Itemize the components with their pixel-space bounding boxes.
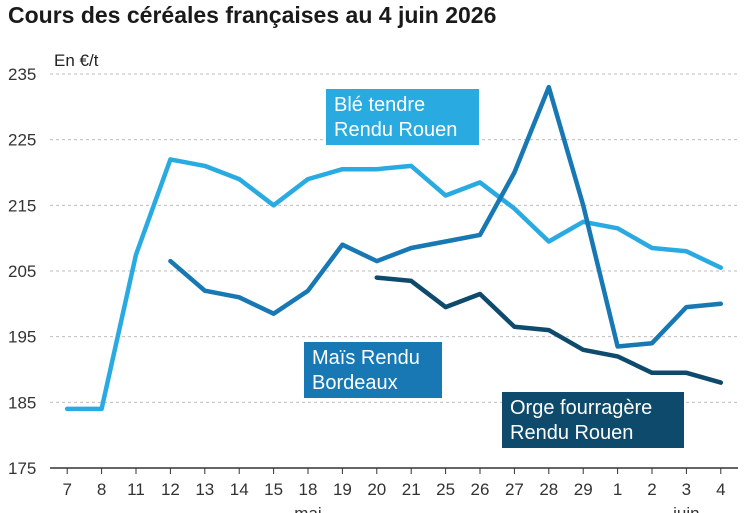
series-label-text: Maïs Rendu [312, 347, 420, 369]
y-tick-label: 195 [8, 328, 36, 347]
x-tick-label: 29 [574, 480, 593, 499]
y-unit-label: En €/t [54, 51, 99, 70]
series-label: Orge fourragère Rendu Rouen [502, 392, 684, 448]
x-tick-label: 1 [613, 480, 622, 499]
series-line [374, 275, 724, 385]
y-axis: 175 185 195 205 215 225 235 [8, 65, 36, 478]
period-label: mai [294, 504, 321, 513]
series-label-box [304, 342, 442, 398]
x-tick-label: 15 [264, 480, 283, 499]
series-label: Maïs Rendu Bordeaux [304, 342, 442, 398]
period-labels: mai juin [294, 504, 699, 513]
y-tick-label: 235 [8, 65, 36, 84]
x-tick-label: 18 [299, 480, 318, 499]
x-axis: 7 8 11 12 13 14 15 18 19 20 21 25 26 27 28 29 1 2 3 4 [62, 468, 726, 499]
x-tick-label: 28 [539, 480, 558, 499]
x-tick-label: 21 [402, 480, 421, 499]
series-label-text: Orge fourragère [510, 397, 652, 419]
y-tick-label: 185 [8, 393, 36, 412]
x-tick-label: 14 [230, 480, 249, 499]
y-tick-label: 225 [8, 131, 36, 150]
x-tick-label: 12 [161, 480, 180, 499]
x-tick-label: 20 [367, 480, 386, 499]
series-label-box [326, 89, 479, 145]
period-label: juin [672, 504, 699, 513]
series-label-text: Rendu Rouen [334, 119, 457, 141]
series-label-box [502, 392, 684, 448]
x-tick-label: 2 [647, 480, 656, 499]
x-tick-label: 4 [716, 480, 725, 499]
x-tick-label: 3 [682, 480, 691, 499]
x-tick-label: 8 [97, 480, 106, 499]
y-tick-label: 205 [8, 262, 36, 281]
x-tick-label: 11 [127, 480, 145, 499]
x-tick-label: 26 [471, 480, 490, 499]
x-tick-label: 27 [505, 480, 524, 499]
series-labels: Blé tendre Rendu Rouen Maïs Rendu Bordeaux O… [304, 89, 684, 448]
x-tick-label: 19 [333, 480, 352, 499]
x-tick-label: 13 [195, 480, 214, 499]
series-label-text: Bordeaux [312, 372, 398, 394]
series-label-text: Rendu Rouen [510, 422, 633, 444]
y-tick-label: 215 [8, 196, 36, 215]
y-tick-label: 175 [8, 459, 36, 478]
series-line [168, 84, 724, 349]
series-lines [64, 84, 724, 412]
x-tick-label: 7 [62, 480, 71, 499]
series-label: Blé tendre Rendu Rouen [326, 89, 479, 145]
series-line [64, 157, 724, 412]
series-label-text: Blé tendre [334, 94, 425, 116]
x-tick-label: 25 [436, 480, 455, 499]
chart-title: Cours des céréales françaises au 4 juin … [8, 2, 497, 28]
